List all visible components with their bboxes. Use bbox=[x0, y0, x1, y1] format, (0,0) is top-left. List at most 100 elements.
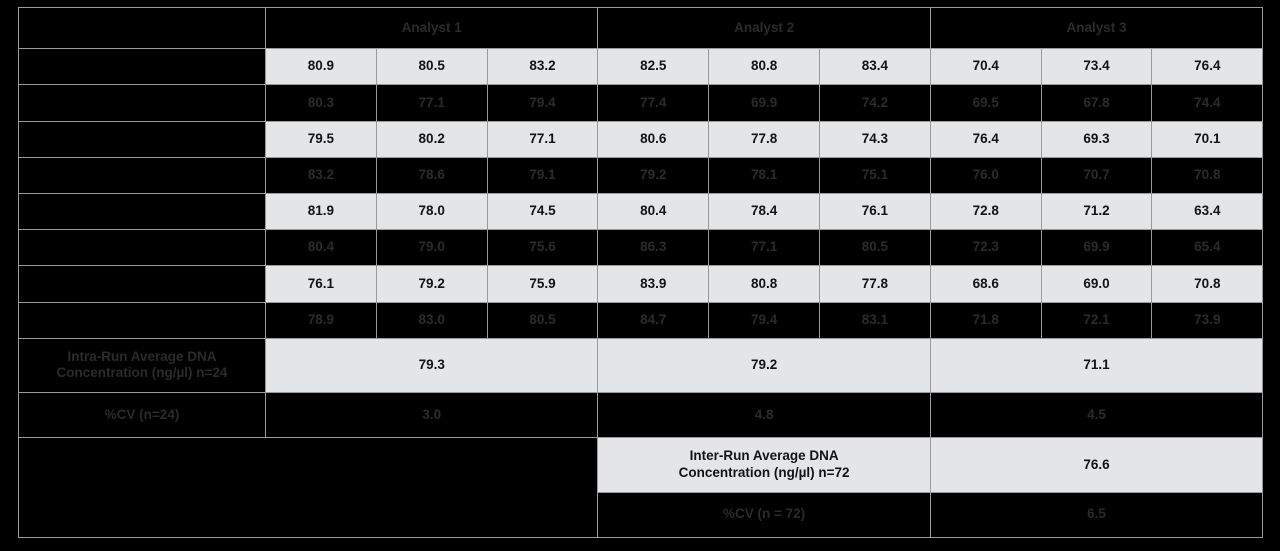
data-cell: 69.5 bbox=[929, 84, 1042, 122]
inter-run-label-line-2: Concentration (ng/µl) n=72 bbox=[678, 465, 850, 481]
dna-concentration-table-container: Analyst 1 Analyst 2 Analyst 3 80.9 80.5 … bbox=[17, 6, 1264, 539]
data-cell: 80.4 bbox=[597, 193, 710, 231]
data-cell: 78.1 bbox=[708, 156, 820, 195]
data-cell: 71.2 bbox=[1040, 193, 1153, 231]
header-analyst-1: Analyst 1 bbox=[264, 6, 599, 50]
data-cell: 72.1 bbox=[1040, 301, 1153, 339]
data-cell: 80.9 bbox=[265, 48, 377, 86]
intra-run-cv-label: %CV (n=24) bbox=[18, 392, 266, 439]
data-cell: 79.2 bbox=[597, 156, 710, 195]
data-cell: 80.5 bbox=[486, 301, 599, 339]
data-cell: 78.6 bbox=[375, 156, 488, 195]
data-cell: 80.6 bbox=[597, 120, 710, 158]
intra-run-average-row: Intra-Run Average DNA Concentration (ng/… bbox=[18, 337, 1264, 394]
data-cell: 77.1 bbox=[486, 120, 599, 158]
table-row: 80.4 79.0 75.6 86.3 77.1 80.5 72.3 69.9 … bbox=[18, 229, 1264, 267]
data-cell: 83.4 bbox=[819, 48, 931, 86]
data-cell: 71.8 bbox=[929, 301, 1042, 339]
intra-run-cv-analyst-3: 4.5 bbox=[929, 392, 1264, 439]
inter-run-cv-row: %CV (n = 72) 6.5 bbox=[19, 491, 1264, 539]
data-cell: 76.0 bbox=[929, 156, 1042, 195]
intra-run-average-analyst-2: 79.2 bbox=[597, 337, 931, 394]
data-cell: 83.2 bbox=[486, 48, 599, 86]
intra-run-label-line-2: Concentration (ng/µl) n=24 bbox=[56, 365, 228, 381]
intra-run-label-line-1: Intra-Run Average DNA bbox=[67, 348, 217, 364]
data-cell: 67.8 bbox=[1040, 84, 1153, 122]
data-cell: 76.1 bbox=[265, 265, 377, 303]
intra-run-cv-analyst-2: 4.8 bbox=[597, 392, 931, 439]
intra-run-average-analyst-3: 71.1 bbox=[929, 337, 1264, 394]
intra-run-average-analyst-1: 79.3 bbox=[264, 337, 599, 394]
data-cell: 76.4 bbox=[1151, 48, 1264, 86]
data-cell: 81.9 bbox=[265, 193, 377, 231]
data-cell: 77.4 bbox=[597, 84, 710, 122]
data-cell: 83.9 bbox=[597, 265, 710, 303]
inter-run-label-line-1: Inter-Run Average DNA bbox=[689, 448, 839, 464]
data-cell: 80.8 bbox=[708, 265, 820, 303]
row-label-cell bbox=[18, 84, 266, 122]
data-cell: 80.4 bbox=[265, 229, 377, 267]
data-cell: 79.4 bbox=[708, 301, 820, 339]
header-analyst-2: Analyst 2 bbox=[597, 6, 931, 50]
data-cell: 80.5 bbox=[375, 48, 488, 86]
data-cell: 70.4 bbox=[929, 48, 1042, 86]
data-cell: 79.4 bbox=[486, 84, 599, 122]
data-cell: 74.3 bbox=[819, 120, 931, 158]
header-corner-cell bbox=[18, 6, 266, 50]
inter-run-average-label: Inter-Run Average DNA Concentration (ng/… bbox=[597, 437, 931, 493]
data-cell: 72.8 bbox=[929, 193, 1042, 231]
data-cell: 86.3 bbox=[597, 229, 710, 267]
bottom-left-blank-cell bbox=[17, 437, 599, 538]
table-row: 78.9 83.0 80.5 84.7 79.4 83.1 71.8 72.1 … bbox=[18, 301, 1264, 339]
data-cell: 74.2 bbox=[819, 84, 931, 122]
data-cell: 70.8 bbox=[1151, 156, 1264, 195]
data-cell: 78.0 bbox=[375, 193, 488, 231]
data-cell: 79.1 bbox=[486, 156, 599, 195]
data-cell: 63.4 bbox=[1151, 193, 1264, 231]
table-row: 83.2 78.6 79.1 79.2 78.1 75.1 76.0 70.7 … bbox=[18, 156, 1264, 195]
data-cell: 77.1 bbox=[708, 229, 820, 267]
data-cell: 69.9 bbox=[708, 84, 820, 122]
data-cell: 75.1 bbox=[819, 156, 931, 195]
inter-run-average-row: Inter-Run Average DNA Concentration (ng/… bbox=[17, 437, 1264, 538]
data-cell: 80.3 bbox=[265, 84, 377, 122]
data-cell: 76.1 bbox=[819, 193, 931, 231]
data-cell: 76.4 bbox=[929, 120, 1042, 158]
row-label-cell bbox=[18, 48, 266, 86]
data-cell: 69.3 bbox=[1040, 120, 1153, 158]
data-cell: 83.0 bbox=[375, 301, 488, 339]
intra-run-cv-analyst-1: 3.0 bbox=[264, 392, 599, 439]
table-row: 81.9 78.0 74.5 80.4 78.4 76.1 72.8 71.2 … bbox=[18, 193, 1264, 231]
data-cell: 77.1 bbox=[375, 84, 488, 122]
data-cell: 84.7 bbox=[597, 301, 710, 339]
row-label-cell bbox=[18, 120, 266, 158]
inter-run-average-value: 76.6 bbox=[929, 437, 1264, 493]
data-cell: 74.4 bbox=[1151, 84, 1264, 122]
data-cell: 69.0 bbox=[1040, 265, 1153, 303]
data-cell: 80.8 bbox=[708, 48, 820, 86]
data-cell: 74.5 bbox=[486, 193, 599, 231]
data-cell: 83.2 bbox=[265, 156, 377, 195]
data-cell: 77.8 bbox=[708, 120, 820, 158]
data-cell: 70.8 bbox=[1151, 265, 1264, 303]
row-label-cell bbox=[18, 229, 266, 267]
row-label-cell bbox=[18, 193, 266, 231]
inter-run-cv-value: 6.5 bbox=[929, 491, 1264, 539]
data-cell: 82.5 bbox=[597, 48, 710, 86]
inter-run-cv-label: %CV (n = 72) bbox=[597, 491, 931, 539]
row-label-cell bbox=[18, 156, 266, 195]
table-row: 79.5 80.2 77.1 80.6 77.8 74.3 76.4 69.3 … bbox=[18, 120, 1264, 158]
data-cell: 70.1 bbox=[1151, 120, 1264, 158]
row-label-cell bbox=[18, 301, 266, 339]
dna-concentration-table: Analyst 1 Analyst 2 Analyst 3 80.9 80.5 … bbox=[17, 6, 1264, 539]
data-cell: 77.8 bbox=[819, 265, 931, 303]
data-cell: 69.9 bbox=[1040, 229, 1153, 267]
data-cell: 72.3 bbox=[929, 229, 1042, 267]
data-cell: 75.9 bbox=[486, 265, 599, 303]
data-cell: 65.4 bbox=[1151, 229, 1264, 267]
data-cell: 70.7 bbox=[1040, 156, 1153, 195]
data-cell: 78.4 bbox=[708, 193, 820, 231]
data-cell: 79.0 bbox=[375, 229, 488, 267]
table-row: 80.9 80.5 83.2 82.5 80.8 83.4 70.4 73.4 … bbox=[18, 48, 1264, 86]
table-row: 80.3 77.1 79.4 77.4 69.9 74.2 69.5 67.8 … bbox=[18, 84, 1264, 122]
